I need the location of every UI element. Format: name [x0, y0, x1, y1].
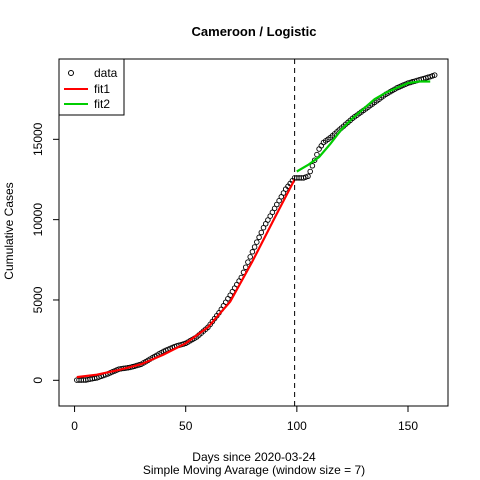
data-point [314, 151, 320, 158]
fit1-line [76, 178, 296, 379]
data-point [251, 244, 258, 250]
y-tick-label: 15000 [31, 122, 45, 156]
legend: data fit1 fit2 [58, 58, 125, 116]
legend-data-marker [68, 70, 74, 76]
data-point [256, 234, 262, 241]
data-point [307, 168, 313, 175]
x-axis-sublabel: Simple Moving Avarage (window size = 7) [143, 463, 365, 477]
data-point [309, 163, 316, 169]
data-point [254, 239, 260, 245]
chart-marks [74, 72, 438, 383]
x-tick-label: 50 [179, 419, 193, 433]
data-point [247, 254, 253, 260]
chart-title: Cameroon / Logistic [192, 24, 317, 39]
legend-label-fit1: fit1 [94, 82, 110, 96]
x-tick-label: 100 [287, 419, 307, 433]
y-tick-label: 5000 [31, 286, 45, 313]
data-point [311, 157, 318, 163]
data-point [431, 72, 438, 78]
data-point [265, 217, 271, 223]
y-axis: 0 5000 10000 15000 [31, 122, 59, 384]
data-point [258, 229, 265, 236]
legend-label-data: data [94, 66, 118, 80]
y-axis-label: Cumulative Cases [2, 182, 16, 279]
x-axis: 0 50 100 150 [71, 406, 418, 433]
data-point [249, 249, 256, 255]
data-point [305, 173, 311, 180]
x-tick-label: 0 [71, 419, 78, 433]
data-point [245, 259, 251, 265]
legend-box [58, 58, 125, 116]
legend-label-fit2: fit2 [94, 97, 110, 111]
y-tick-label: 0 [31, 377, 45, 384]
y-tick-label: 10000 [31, 203, 45, 237]
fit2-line [296, 80, 431, 173]
x-axis-label: Days since 2020-03-24 [192, 450, 316, 464]
x-tick-label: 150 [398, 419, 418, 433]
plot-frame [58, 58, 449, 407]
